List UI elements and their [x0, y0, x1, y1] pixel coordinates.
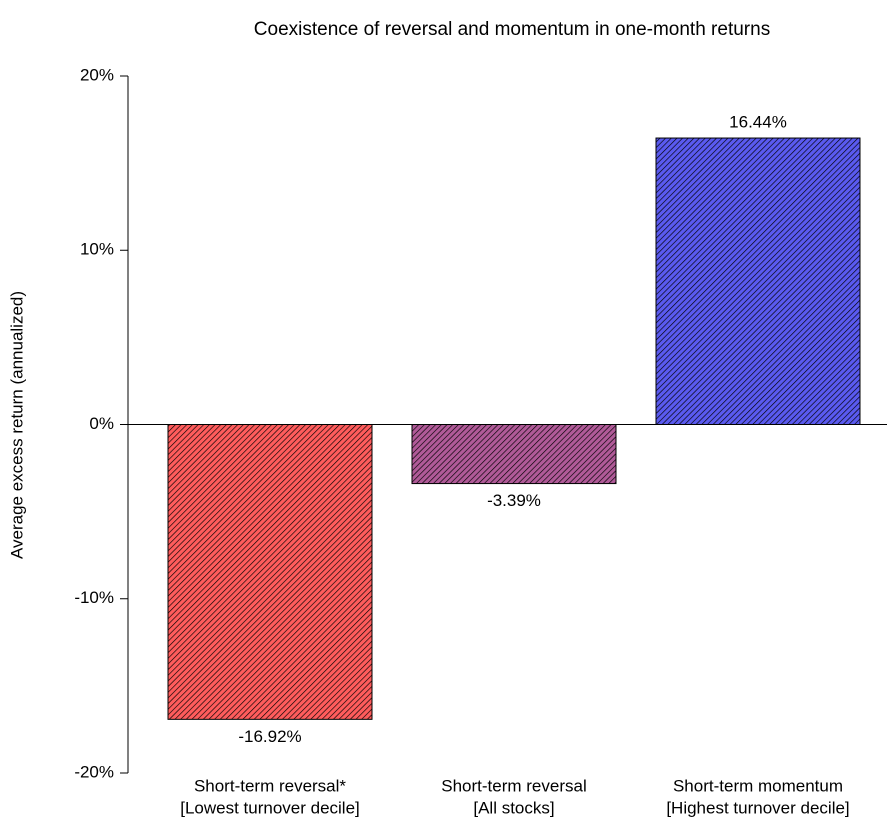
x-tick-label: [Lowest turnover decile]: [180, 798, 360, 817]
bar: [167, 424, 373, 720]
value-label: -16.92%: [238, 727, 301, 746]
y-tick-label: 0%: [89, 414, 114, 433]
y-axis-label: Average excess return (annualized): [7, 291, 26, 559]
x-tick-label: Short-term reversal*: [194, 776, 346, 795]
bar: [411, 424, 617, 485]
x-tick-label: Short-term momentum: [673, 776, 843, 795]
x-tick-label: [Highest turnover decile]: [666, 798, 849, 817]
value-label: 16.44%: [729, 113, 787, 132]
y-tick-label: 10%: [80, 240, 114, 259]
x-tick-label: [All stocks]: [473, 798, 554, 817]
y-tick-label: -20%: [74, 762, 114, 781]
chart-title: Coexistence of reversal and momentum in …: [254, 19, 770, 40]
y-tick-label: -10%: [74, 588, 114, 607]
value-label: -3.39%: [487, 491, 541, 510]
y-tick-label: 20%: [80, 65, 114, 84]
bar: [655, 137, 861, 426]
x-tick-label: Short-term reversal: [441, 776, 586, 795]
